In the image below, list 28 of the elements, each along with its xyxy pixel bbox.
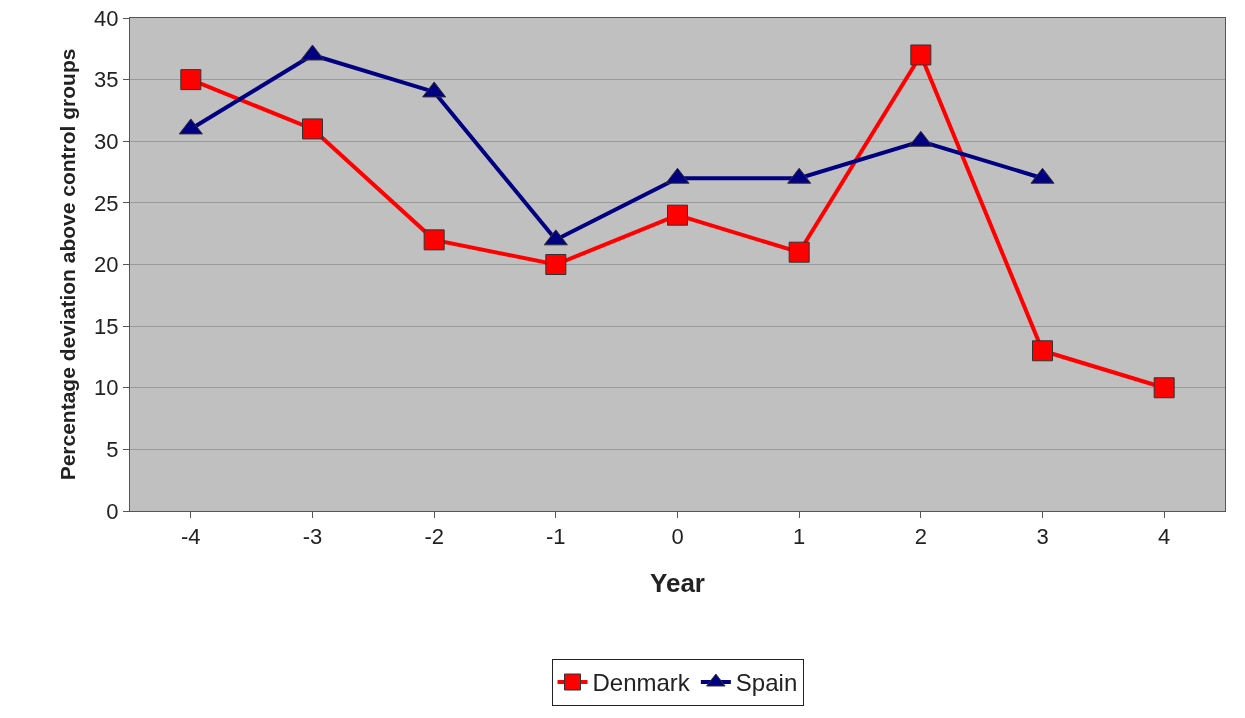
x-tick-label: 2 <box>914 524 927 550</box>
point <box>1032 340 1053 362</box>
x-tick-label: -4 <box>181 524 201 550</box>
point <box>788 241 810 263</box>
point <box>423 229 445 251</box>
x-tick-label: 4 <box>1158 524 1171 550</box>
point <box>1153 377 1175 399</box>
legend-label: Denmark <box>592 669 691 697</box>
y-axis-title: Percentage deviation above control groups <box>56 48 80 481</box>
y-tick-label: 5 <box>106 437 119 463</box>
y-tick-label: 10 <box>94 375 119 401</box>
x-tick-label: -1 <box>546 524 566 550</box>
x-tick-label: -2 <box>424 524 444 550</box>
y-tick-label: 25 <box>94 190 119 216</box>
y-tick-label: 35 <box>94 67 119 93</box>
x-tick-label: 3 <box>1036 524 1049 550</box>
x-tick-label: -3 <box>302 524 323 550</box>
x-tick-label: 1 <box>793 524 806 550</box>
y-tick-label: 20 <box>94 252 119 278</box>
point <box>667 204 688 226</box>
x-tick-label: 0 <box>671 524 684 550</box>
x-axis-title: Year <box>650 568 705 599</box>
y-tick-label: 30 <box>94 128 119 154</box>
y-tick-label: 40 <box>94 5 119 31</box>
legend-label: Spain <box>735 669 798 697</box>
y-tick-label: 15 <box>94 313 119 339</box>
point <box>545 254 567 275</box>
y-tick-label: 0 <box>106 498 119 524</box>
